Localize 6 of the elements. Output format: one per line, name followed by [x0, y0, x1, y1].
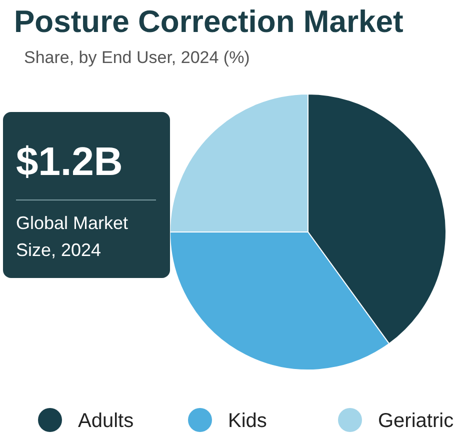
legend-label: Adults [78, 410, 134, 432]
chart-subtitle: Share, by End User, 2024 (%) [24, 48, 250, 67]
legend-label: Kids [228, 410, 267, 432]
market-size-card: $1.2B Global Market Size, 2024 [3, 112, 170, 278]
legend-label: Geriatric [378, 410, 454, 432]
chart-title: Posture Correction Market [14, 4, 404, 39]
